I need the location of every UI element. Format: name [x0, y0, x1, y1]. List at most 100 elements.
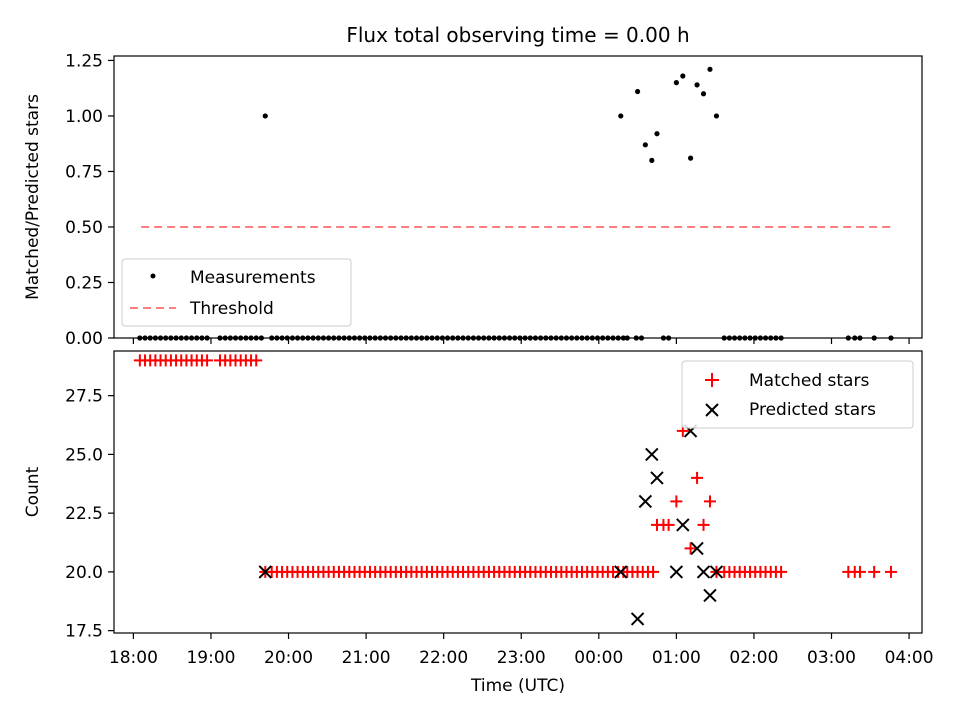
measurement-point [413, 335, 420, 341]
measurement-point [845, 335, 851, 341]
measurement-point [238, 335, 244, 341]
measurement-point [227, 335, 233, 341]
measurement-point [377, 335, 383, 341]
measurement-point [501, 335, 508, 341]
measurement-point [620, 335, 626, 341]
measurement-point [569, 335, 575, 341]
measurement-point [232, 335, 239, 341]
measurement-point [506, 335, 513, 341]
legend-matched-label: Matched stars [749, 371, 869, 391]
measurement-point [522, 335, 528, 341]
y-tick-label: 25.0 [65, 445, 103, 465]
x-tick-label: 04:00 [885, 648, 934, 668]
measurement-point [408, 335, 414, 341]
bottom-legend: Matched stars Predicted stars [681, 360, 914, 429]
predicted-star-point [630, 612, 645, 626]
measurement-point [341, 335, 347, 341]
legend-predicted-label: Predicted stars [749, 400, 876, 420]
measurement-point [336, 335, 342, 341]
measurement-point [315, 335, 321, 341]
measurement-point [773, 335, 779, 341]
measurement-point [721, 335, 727, 341]
y-tick-label: 0.25 [65, 273, 103, 293]
measurement-point [434, 335, 440, 341]
y-tick-label: 17.5 [65, 622, 103, 642]
measurement-point [419, 335, 425, 341]
measurement-point [481, 335, 487, 341]
measurement-point [532, 335, 539, 341]
matched-star-point [884, 565, 897, 578]
measurement-point [279, 335, 285, 341]
predicted-star-point [703, 588, 717, 603]
measurement-point [367, 335, 373, 341]
measurement-point [852, 335, 858, 341]
x-tick-label: 18:00 [109, 648, 158, 668]
predicted-star-point [676, 518, 690, 532]
measurement-point [548, 335, 554, 341]
measurement-point [168, 335, 174, 341]
measurement-point [747, 335, 753, 341]
predicted-star-point [696, 565, 711, 579]
measurement-point [305, 335, 311, 341]
measurement-point [731, 335, 738, 341]
matched-star-point [853, 565, 866, 578]
chart-title: Flux total observing time = 0.00 h [346, 23, 689, 47]
matched-star-point [684, 542, 697, 555]
y-tick-label: 0.75 [65, 162, 103, 182]
measurement-point [475, 335, 482, 341]
measurement-point [137, 335, 143, 341]
measurement-point [183, 335, 189, 341]
measurement-point [284, 335, 290, 341]
measurement-point [217, 335, 223, 341]
measurement-point [752, 335, 758, 341]
measurement-point [178, 335, 184, 341]
measurement-point [460, 335, 466, 341]
x-tick-label: 22:00 [419, 648, 468, 668]
measurement-point [726, 335, 732, 341]
legend-predicted-marker [705, 403, 719, 417]
measurements-panel: 0.00 0.25 0.50 0.75 1.00 1.25 Matched/Predict… [23, 51, 923, 349]
measurement-point [615, 335, 621, 341]
legend-threshold-label: Threshold [189, 299, 274, 319]
predicted-star-point [258, 565, 272, 579]
measurement-point [331, 335, 337, 341]
measurement-point [429, 335, 435, 341]
measurement-point [248, 335, 254, 341]
legend-matched-marker [705, 373, 719, 387]
measurement-point [857, 335, 863, 341]
measurement-point [152, 335, 158, 341]
bottom-y-axis-label: Count [23, 466, 43, 517]
matched-star-point [250, 354, 263, 367]
y-tick-label: 1.25 [65, 51, 103, 71]
matched-star-point [697, 518, 710, 531]
matched-star-point [691, 471, 704, 484]
measurement-point [398, 335, 404, 341]
predicted-star-point [650, 471, 664, 485]
measurement-point [610, 335, 616, 341]
measurement-point [687, 155, 694, 161]
measurement-point [700, 91, 707, 97]
measurement-point [579, 335, 585, 341]
measurement-point [660, 335, 667, 341]
x-tick-label: 21:00 [342, 648, 391, 668]
measurement-point [173, 335, 179, 341]
measurement-point [188, 335, 195, 341]
top-y-axis-label: Matched/Predicted stars [23, 94, 43, 300]
top-plot-marks [137, 66, 894, 341]
measurement-point [634, 88, 641, 95]
y-tick-label: 27.5 [65, 387, 103, 407]
matched-star-point [775, 565, 788, 578]
matched-star-point [647, 565, 660, 578]
measurement-point [346, 335, 352, 341]
measurement-point [274, 335, 280, 341]
measurement-point [388, 335, 394, 341]
measurement-point [757, 335, 764, 341]
measurement-point [450, 335, 456, 341]
measurement-point [157, 335, 164, 341]
measurement-point [737, 335, 743, 341]
x-tick-label: 03:00 [807, 648, 856, 668]
measurement-point [147, 335, 153, 341]
measurement-point [403, 335, 409, 341]
measurement-point [707, 66, 713, 72]
